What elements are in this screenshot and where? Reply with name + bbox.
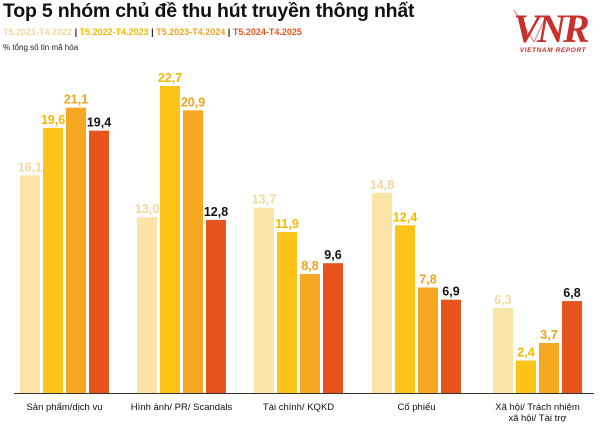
bar: [323, 263, 343, 393]
category-label: Hình ảnh/ PR/ Scandals: [131, 402, 233, 413]
bar: [539, 342, 559, 393]
category-label: Tài chính/ KQKD: [263, 402, 334, 413]
bar: [137, 217, 157, 393]
category-label: Sản phẩm/dịch vụ: [26, 402, 102, 413]
legend-item-1: T5.2021-T4.2022: [3, 27, 73, 37]
legend-separator: |: [74, 27, 78, 37]
bar: [516, 360, 536, 393]
data-label: 21,1: [64, 93, 88, 107]
vnr-logo-subtitle: VIETNAM REPORT: [519, 47, 587, 54]
unit-label: % tổng số tin mã hóa: [3, 43, 79, 52]
data-label: 13,7: [252, 193, 276, 207]
category-label: Xã hội/ Trách nhiệm: [495, 402, 580, 413]
vnr-logo: VNR: [513, 6, 592, 51]
bar: [66, 107, 86, 393]
bar: [493, 307, 513, 393]
data-label: 14,8: [370, 178, 394, 192]
data-label: 19,4: [87, 116, 111, 130]
bar: [89, 130, 109, 394]
category-label: Cổ phiếu: [397, 402, 435, 413]
legend-separator: |: [151, 27, 154, 37]
data-label: 16,1: [18, 160, 42, 174]
legend-item-3: T5.2023-T4.2024: [156, 27, 226, 37]
legend-item-2: T5.2022-T4.2023: [79, 27, 149, 37]
data-label: 19,6: [41, 113, 65, 127]
bar: [372, 192, 392, 393]
data-label: 12,8: [204, 205, 228, 219]
data-label: 3,7: [540, 328, 557, 342]
data-label: 6,8: [563, 286, 580, 300]
data-label: 7,8: [419, 273, 436, 287]
data-label: 6,3: [494, 293, 511, 307]
legend: T5.2021-T4.2022 | T5.2022-T4.2023 | T5.2…: [3, 27, 302, 37]
legend-separator: |: [227, 27, 231, 37]
bar: [20, 175, 40, 393]
data-label: 6,9: [442, 285, 459, 299]
data-label: 22,7: [158, 71, 182, 85]
legend-item-4: T5.2024-T4.2025: [232, 27, 302, 37]
data-label: 8,8: [301, 259, 318, 273]
bar: [183, 110, 203, 393]
bar: [562, 301, 582, 393]
bar: [277, 232, 297, 393]
data-label: 12,4: [393, 210, 417, 224]
page-title: Top 5 nhóm chủ đề thu hút truyền thông n…: [3, 0, 415, 22]
data-label: 2,4: [517, 346, 534, 360]
data-label: 9,6: [324, 248, 341, 262]
bar: [395, 225, 415, 393]
data-label: 13,0: [135, 202, 159, 216]
data-label: 11,9: [275, 217, 299, 231]
bar: [43, 127, 63, 393]
category-label: xã hội/ Tài trợ: [508, 413, 566, 424]
bar: [418, 287, 438, 393]
data-label: 20,9: [181, 95, 205, 109]
bar: [441, 299, 461, 393]
bar: [206, 219, 226, 393]
bar: [160, 86, 180, 393]
vnr-logo-mark: VNR: [513, 6, 589, 51]
bar: [300, 273, 320, 393]
bar: [254, 207, 274, 393]
